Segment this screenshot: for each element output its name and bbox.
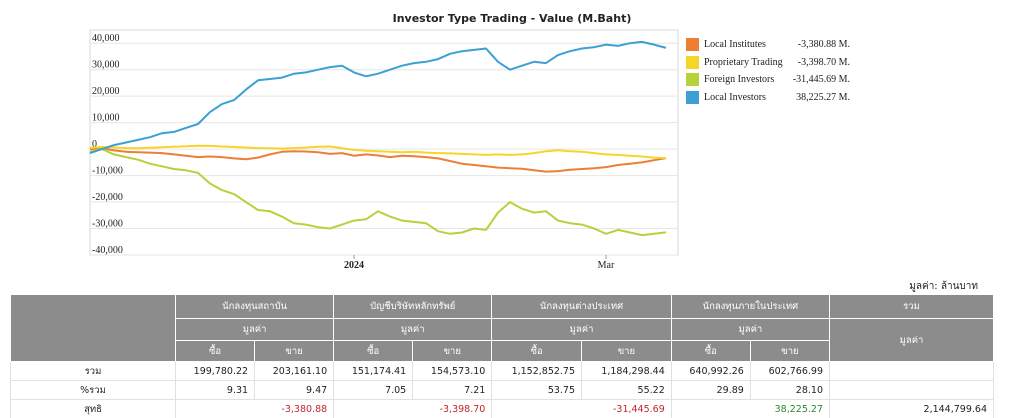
table-row-total: รวม 199,780.22 203,161.10 151,174.41 154…: [10, 361, 994, 381]
value-header: มูลค่า: [491, 318, 672, 341]
cell-value: 640,992.26: [670, 361, 751, 381]
legend-value: -31,445.69 M.: [792, 74, 850, 85]
buy-header: ซื้อ: [491, 340, 583, 362]
buy-header: ซื้อ: [174, 340, 256, 362]
legend-swatch: [686, 73, 699, 86]
table-row-percent: %รวม 9.31 9.47 7.05 7.21 53.75 55.22 29.…: [10, 380, 994, 400]
cell-value: 151,174.41: [333, 361, 414, 381]
y-tick-label: -30,000: [92, 219, 123, 230]
net-proprietary: -3,398.70: [333, 399, 493, 418]
grid-lines: [89, 29, 679, 256]
y-tick-label: 40,000: [92, 33, 120, 44]
cell-value: 203,161.10: [254, 361, 335, 381]
buy-header: ซื้อ: [670, 340, 751, 362]
cell-value: 1,152,852.75: [491, 361, 583, 381]
y-tick-label: -20,000: [92, 192, 123, 203]
legend-item[interactable]: Local Investors 38,225.27 M.: [686, 89, 886, 107]
legend-swatch: [686, 38, 699, 51]
cell-value: 9.31: [174, 380, 256, 400]
y-tick-label: -10,000: [92, 166, 123, 177]
sell-header: ขาย: [254, 340, 335, 362]
y-tick-label: 20,000: [92, 86, 120, 97]
series-line-2: [89, 148, 667, 237]
cell-empty: [829, 380, 994, 400]
legend-label: Proprietary Trading: [704, 56, 783, 68]
legend-swatch: [686, 55, 699, 69]
row-label-total: รวม: [10, 361, 176, 381]
y-tick-label: 10,000: [92, 113, 120, 124]
y-tick-label: 30,000: [92, 60, 120, 71]
y-tick-label: -40,000: [92, 245, 123, 256]
legend-label: Local Institutes: [704, 39, 766, 50]
net-local-investors: 38,225.27: [670, 399, 831, 418]
sell-header: ขาย: [749, 340, 831, 362]
legend-item[interactable]: Proprietary Trading -3,398.70 M.: [686, 54, 886, 72]
table-row-net: สุทธิ -3,380.88 -3,398.70 -31,445.69 38,…: [10, 399, 994, 418]
net-grand-total: 2,144,799.64: [829, 399, 994, 418]
net-foreign: -31,445.69: [491, 399, 672, 418]
buy-header: ซื้อ: [333, 340, 414, 362]
legend-swatch: [686, 90, 699, 104]
investor-summary-table: นักลงทุนสถาบัน บัญชีบริษัทหลักทรัพย์ นัก…: [10, 294, 994, 418]
cell-value: 29.89: [670, 380, 751, 400]
group-header-local-investors: นักลงทุนภายในประเทศ: [670, 294, 831, 319]
legend-label: Local Investors: [704, 91, 766, 103]
cell-value: 9.47: [254, 380, 335, 400]
legend-value: -3,398.70 M.: [797, 56, 850, 68]
cell-value: 28.10: [749, 380, 831, 400]
cell-value: 602,766.99: [749, 361, 831, 381]
cell-value: 154,573.10: [412, 361, 493, 381]
row-label-percent: %รวม: [10, 380, 176, 400]
sell-header: ขาย: [581, 340, 672, 362]
value-header: มูลค่า: [333, 318, 493, 341]
row-label-net: สุทธิ: [10, 399, 176, 418]
cell-value: 199,780.22: [174, 361, 256, 381]
group-header-proprietary: บัญชีบริษัทหลักทรัพย์: [333, 294, 493, 319]
group-header-local-institutes: นักลงทุนสถาบัน: [174, 294, 335, 319]
cell-empty: [829, 361, 994, 381]
cell-value: 1,184,298.44: [581, 361, 672, 381]
x-axis: 2024 Mar: [344, 255, 615, 270]
legend: Local Institutes -3,380.88 M. Proprietary …: [686, 36, 886, 106]
series-line-0: [89, 147, 667, 173]
series-line-1: [89, 144, 667, 160]
x-tick-label: 2024: [344, 260, 364, 270]
group-header-total: รวม: [829, 294, 994, 319]
legend-label: Foreign Investors: [704, 74, 775, 85]
table-corner: [10, 294, 176, 362]
x-tick-label: Mar: [598, 260, 615, 270]
legend-item[interactable]: Foreign Investors -31,445.69 M.: [686, 71, 886, 89]
total-value-header: มูลค่า: [829, 318, 994, 362]
cell-value: 7.21: [412, 380, 493, 400]
legend-value: 38,225.27 M.: [796, 91, 850, 103]
legend-item[interactable]: Local Institutes -3,380.88 M.: [686, 36, 886, 54]
cell-value: 55.22: [581, 380, 672, 400]
series-lines: [89, 40, 667, 237]
unit-note: มูลค่า: ล้านบาท: [909, 281, 978, 292]
legend-value: -3,380.88 M.: [797, 39, 850, 50]
line-chart: 40,000 30,000 20,000 10,000 0 -10,000 -20,000 -…: [89, 29, 679, 270]
value-header: มูลค่า: [174, 318, 335, 341]
group-header-foreign: นักลงทุนต่างประเทศ: [491, 294, 672, 319]
net-local-institutes: -3,380.88: [174, 399, 335, 418]
series-line-3: [89, 40, 667, 155]
y-axis: 40,000 30,000 20,000 10,000 0 -10,000 -20,000 -…: [92, 33, 123, 256]
y-tick-label: 0: [92, 139, 97, 150]
cell-value: 53.75: [491, 380, 583, 400]
cell-value: 7.05: [333, 380, 414, 400]
plot-frame: [89, 29, 679, 256]
chart-title: Investor Type Trading - Value (M.Baht): [392, 12, 632, 25]
value-header: มูลค่า: [670, 318, 831, 341]
sell-header: ขาย: [412, 340, 493, 362]
